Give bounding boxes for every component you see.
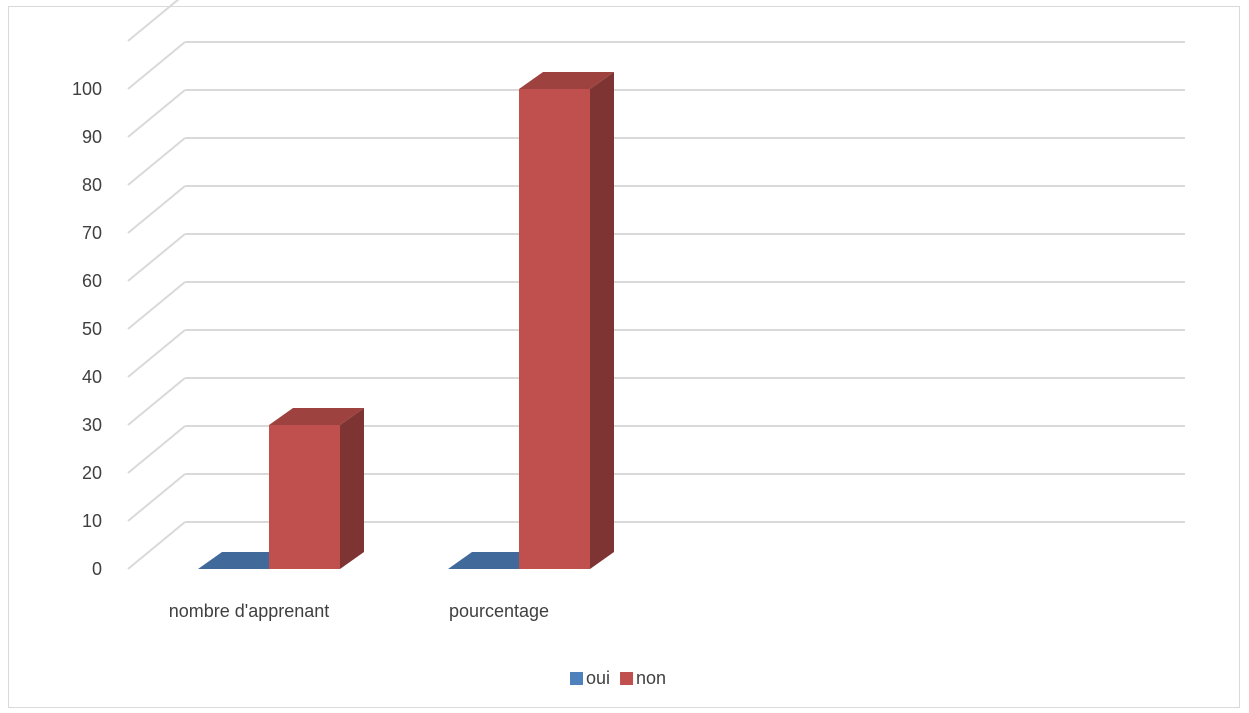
bar-non-1-side	[340, 408, 364, 569]
gridline-diagonal	[127, 329, 186, 378]
chart-area	[8, 6, 1240, 708]
y-tick-label: 40	[82, 367, 102, 387]
y-tick-label: 80	[82, 175, 102, 195]
legend-swatch-oui	[570, 672, 583, 685]
bar-non-2-side	[590, 72, 614, 569]
legend-label-oui: oui	[586, 668, 610, 688]
gridline-diagonal	[127, 377, 186, 426]
legend-swatch-non	[620, 672, 634, 685]
legend-label-non: non	[636, 668, 666, 688]
y-tick-label: 0	[92, 559, 102, 579]
bar-non-2	[519, 89, 590, 569]
gridline-diagonal	[127, 233, 186, 282]
gridline-diagonal	[127, 281, 186, 330]
bars	[198, 72, 614, 569]
y-tick-label: 100	[72, 79, 102, 99]
y-tick-label: 60	[82, 271, 102, 291]
bar-non-2-top	[519, 72, 614, 89]
gridline-diagonal	[127, 137, 186, 186]
y-tick-label: 10	[82, 511, 102, 531]
bar-non-1-top	[269, 408, 364, 425]
gridline-diagonal	[127, 425, 186, 474]
legend[interactable]: oui non	[570, 668, 666, 688]
gridline-diagonal	[127, 185, 186, 234]
x-category-label: nombre d'apprenant	[169, 601, 330, 621]
gridline-diagonal	[127, 41, 186, 90]
bar-non-1	[269, 425, 340, 569]
y-tick-label: 90	[82, 127, 102, 147]
gridline-diagonal	[127, 521, 186, 570]
y-tick-label: 50	[82, 319, 102, 339]
y-tick-label: 30	[82, 415, 102, 435]
gridline-diagonal	[127, 0, 180, 42]
y-axis-tick-labels: 0 10 20 30 40 50 60 70 80 90 100	[72, 79, 102, 579]
y-tick-label: 20	[82, 463, 102, 483]
gridline-diagonal	[127, 89, 186, 138]
x-axis-category-labels: nombre d'apprenant pourcentage	[169, 601, 549, 621]
y-tick-label: 70	[82, 223, 102, 243]
gridline-diagonal	[127, 473, 186, 522]
x-category-label: pourcentage	[449, 601, 549, 621]
